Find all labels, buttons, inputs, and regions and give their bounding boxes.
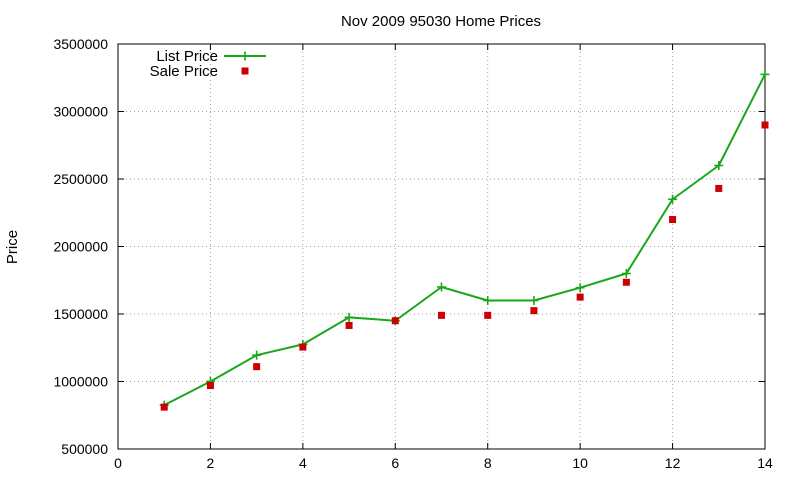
series-layer [159, 69, 770, 411]
x-tick-label: 10 [572, 455, 588, 471]
sale-price-point [206, 382, 214, 390]
list-price-point [575, 283, 585, 293]
chart-title: Nov 2009 95030 Home Prices [341, 13, 541, 30]
list-price-line [163, 73, 766, 407]
legend-marker-list-price [240, 51, 250, 61]
list-price-point [437, 282, 446, 292]
y-tick-label: 500000 [61, 441, 108, 457]
sale-price-point [622, 278, 630, 286]
y-tick-label: 3500000 [53, 36, 108, 52]
list-price-point [344, 312, 354, 322]
list-price-point [252, 350, 262, 360]
sale-price-point [438, 311, 445, 319]
sale-price-point [484, 311, 492, 319]
legend-label-list-price: List Price [156, 48, 218, 65]
sale-price-point [391, 317, 399, 325]
sale-price-point [345, 321, 353, 329]
sale-price-point [576, 293, 584, 301]
x-tick-label: 4 [299, 455, 307, 471]
list-price-point [714, 161, 724, 170]
tick-labels: 0 2 4 6 8 10 12 14 500000 1000000 1500000 2000000 25… [53, 36, 773, 471]
legend-label-sale-price: Sale Price [150, 63, 218, 80]
x-tick-label: 8 [484, 455, 492, 471]
axes [117, 43, 766, 450]
sale-price-point [253, 363, 261, 371]
y-tick-label: 3000000 [53, 104, 108, 120]
x-tick-label: 0 [114, 455, 122, 471]
sale-price-point [299, 343, 307, 351]
sale-price-point [160, 403, 168, 411]
list-price-point [483, 296, 493, 305]
list-price-point [621, 269, 631, 278]
plot-frame [117, 43, 766, 450]
x-tick-label: 2 [207, 455, 215, 471]
legend: List Price Sale Price [150, 48, 266, 80]
y-tick-label: 1500000 [53, 306, 108, 322]
list-price-point [668, 194, 678, 204]
list-price-point [529, 296, 539, 305]
sale-price-point [530, 307, 538, 315]
y-axis-label: Price [4, 230, 21, 264]
legend-marker-sale-price [241, 67, 249, 75]
grid-lines [118, 44, 765, 449]
sale-price-point [669, 216, 677, 223]
list-price-point [760, 69, 770, 79]
x-tick-label: 14 [757, 455, 773, 471]
sale-price-point [761, 121, 769, 129]
x-tick-label: 12 [665, 455, 681, 471]
y-tick-label: 2000000 [53, 239, 108, 255]
y-tick-label: 1000000 [53, 374, 108, 390]
x-tick-label: 6 [391, 455, 399, 471]
sale-price-point [715, 184, 723, 192]
y-tick-label: 2500000 [53, 171, 108, 187]
